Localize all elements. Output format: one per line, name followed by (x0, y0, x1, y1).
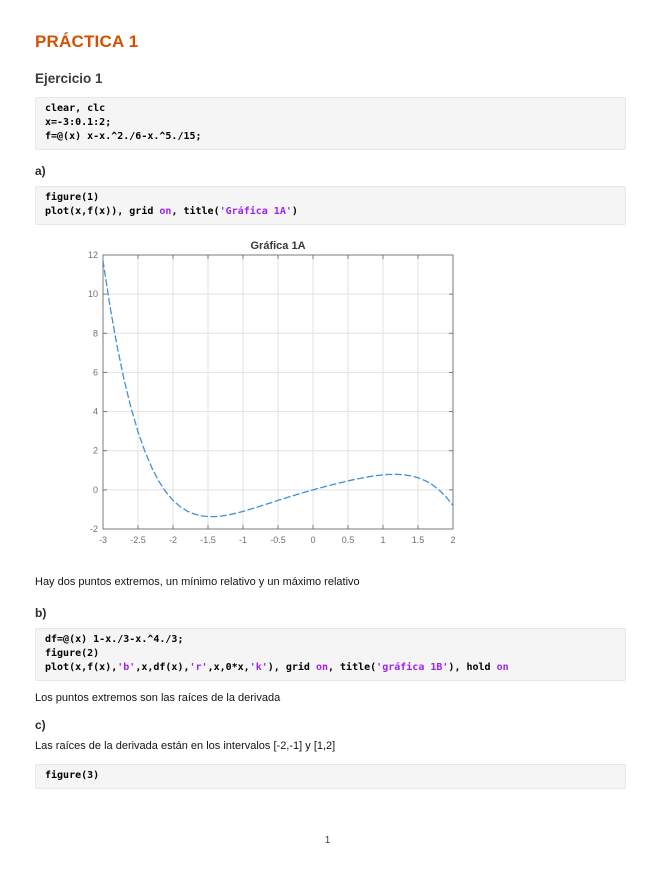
x-tick-label: 2 (450, 535, 455, 545)
document-content: PRÁCTICA 1 Ejercicio 1 clear, clc x=-3:0.… (0, 32, 655, 789)
y-tick-label: 0 (93, 485, 98, 495)
y-tick-label: 2 (93, 446, 98, 456)
matlab-published-document-page: { "page": { "title": "PRÁCTICA 1", "sect… (0, 32, 655, 880)
page-number: 1 (324, 835, 331, 846)
figure-1a-chart: -3 -2.5 -2 -1.5 -1 -0.5 0 0.5 1 1.5 2 -2 0 2 4 6 8 10 12 Gr… (88, 240, 456, 545)
x-tick-label: 0 (310, 535, 315, 545)
heading-b: b) (35, 606, 47, 620)
x-tick-label: -1 (239, 535, 247, 545)
code-line: df=@(x) 1-x./3-x.^4./3; (45, 634, 184, 645)
code-line: figure(2) (45, 648, 100, 659)
x-tick-label: 1 (380, 535, 385, 545)
comment-after-code-b: Los puntos extremos son las raíces de la… (35, 692, 281, 704)
figure-1a: -3 -2.5 -2 -1.5 -1 -0.5 0 0.5 1 1.5 2 -2 0 2 4 6 8 10 12 Gr… (85, 239, 465, 549)
exercise-heading: Ejercicio 1 (35, 71, 103, 86)
x-tick-label: -2 (169, 535, 177, 545)
code-block-a: figure(1) plot(x,f(x)), grid on, title('G… (35, 186, 626, 225)
code-line: figure(3) (45, 770, 100, 781)
heading-a: a) (35, 164, 46, 178)
x-tick-label: -1.5 (200, 535, 216, 545)
heading-c: c) (35, 718, 46, 732)
curve-f-of-x (102, 260, 454, 518)
code-line: f=@(x) x-x.^2./6-x.^5./15; (45, 131, 202, 142)
code-block-setup: clear, clc x=-3:0.1:2; f=@(x) x-x.^2./6-x.… (35, 97, 626, 150)
y-tick-label: 4 (93, 407, 98, 417)
code-line: plot(x,f(x),'b',x,df(x),'r',x,0*x,'k'), … (45, 662, 509, 673)
y-tick-label: 6 (93, 367, 98, 377)
code-line: figure(1) (45, 192, 100, 203)
x-tick-label: -0.5 (270, 535, 286, 545)
x-tick-label: -3 (99, 535, 107, 545)
code-block-c: figure(3) (35, 764, 626, 789)
comment-after-heading-c: Las raíces de la derivada están en los i… (35, 740, 336, 752)
document-title: PRÁCTICA 1 (35, 32, 139, 51)
x-tick-label: -2.5 (130, 535, 146, 545)
y-tick-label: -2 (90, 524, 98, 534)
code-block-b: df=@(x) 1-x./3-x.^4./3; figure(2) plot(x,f… (35, 628, 626, 681)
x-tick-label: 1.5 (412, 535, 425, 545)
y-tick-label: 8 (93, 328, 98, 338)
y-tick-label: 10 (88, 289, 98, 299)
code-line: clear, clc (45, 103, 106, 114)
code-line: x=-3:0.1:2; (45, 117, 112, 128)
comment-after-figure: Hay dos puntos extremos, un mínimo relat… (35, 576, 360, 588)
chart-title: Gráfica 1A (250, 240, 305, 252)
y-tick-label: 12 (88, 250, 98, 260)
x-tick-label: 0.5 (342, 535, 355, 545)
code-line: plot(x,f(x)), grid on, title('Gráfica 1A… (45, 206, 298, 217)
